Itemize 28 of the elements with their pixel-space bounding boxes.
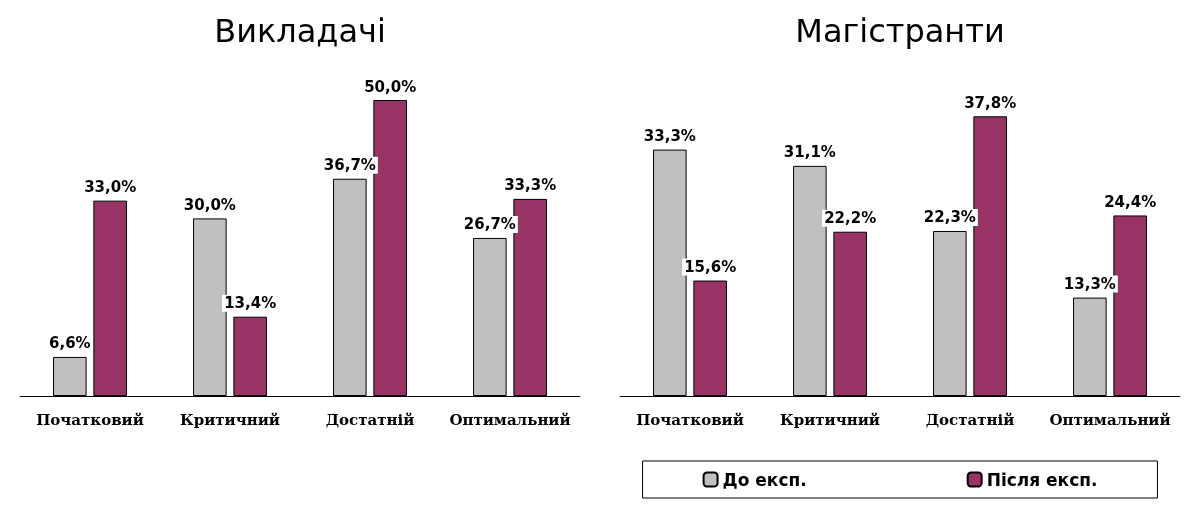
data-label: 22,2% <box>824 209 877 228</box>
x-tick-label: Достатній <box>925 410 1015 429</box>
legend-label: До експ. <box>722 469 807 490</box>
x-tick-label: Достатній <box>325 410 415 429</box>
x-tick-label: Оптимальний <box>1049 410 1171 429</box>
x-tick-label: Критичний <box>180 410 280 429</box>
data-label: 13,3% <box>1063 275 1116 294</box>
chart-title: Викладачі <box>214 12 386 50</box>
chart-title: Магістранти <box>795 12 1005 50</box>
data-label: 33,3% <box>643 127 696 146</box>
data-label: 6,6% <box>49 334 91 353</box>
x-tick-label: Початковий <box>36 410 144 429</box>
data-label: 22,3% <box>923 208 976 227</box>
data-label: 33,3% <box>504 176 557 195</box>
x-tick-label: Оптимальний <box>449 410 571 429</box>
x-tick-label: Критичний <box>780 410 880 429</box>
data-label: 50,0% <box>364 77 417 96</box>
data-label: 24,4% <box>1104 192 1157 211</box>
data-label: 26,7% <box>463 215 516 234</box>
data-label: 31,1% <box>783 143 836 162</box>
x-tick-label: Початковий <box>636 410 744 429</box>
data-label: 36,7% <box>323 156 376 175</box>
legend-label: Після експ. <box>986 469 1098 490</box>
data-label: 30,0% <box>183 195 236 214</box>
data-label: 13,4% <box>224 294 277 313</box>
data-label: 33,0% <box>84 178 137 197</box>
data-label: 15,6% <box>684 258 737 277</box>
data-label: 37,8% <box>964 93 1017 112</box>
